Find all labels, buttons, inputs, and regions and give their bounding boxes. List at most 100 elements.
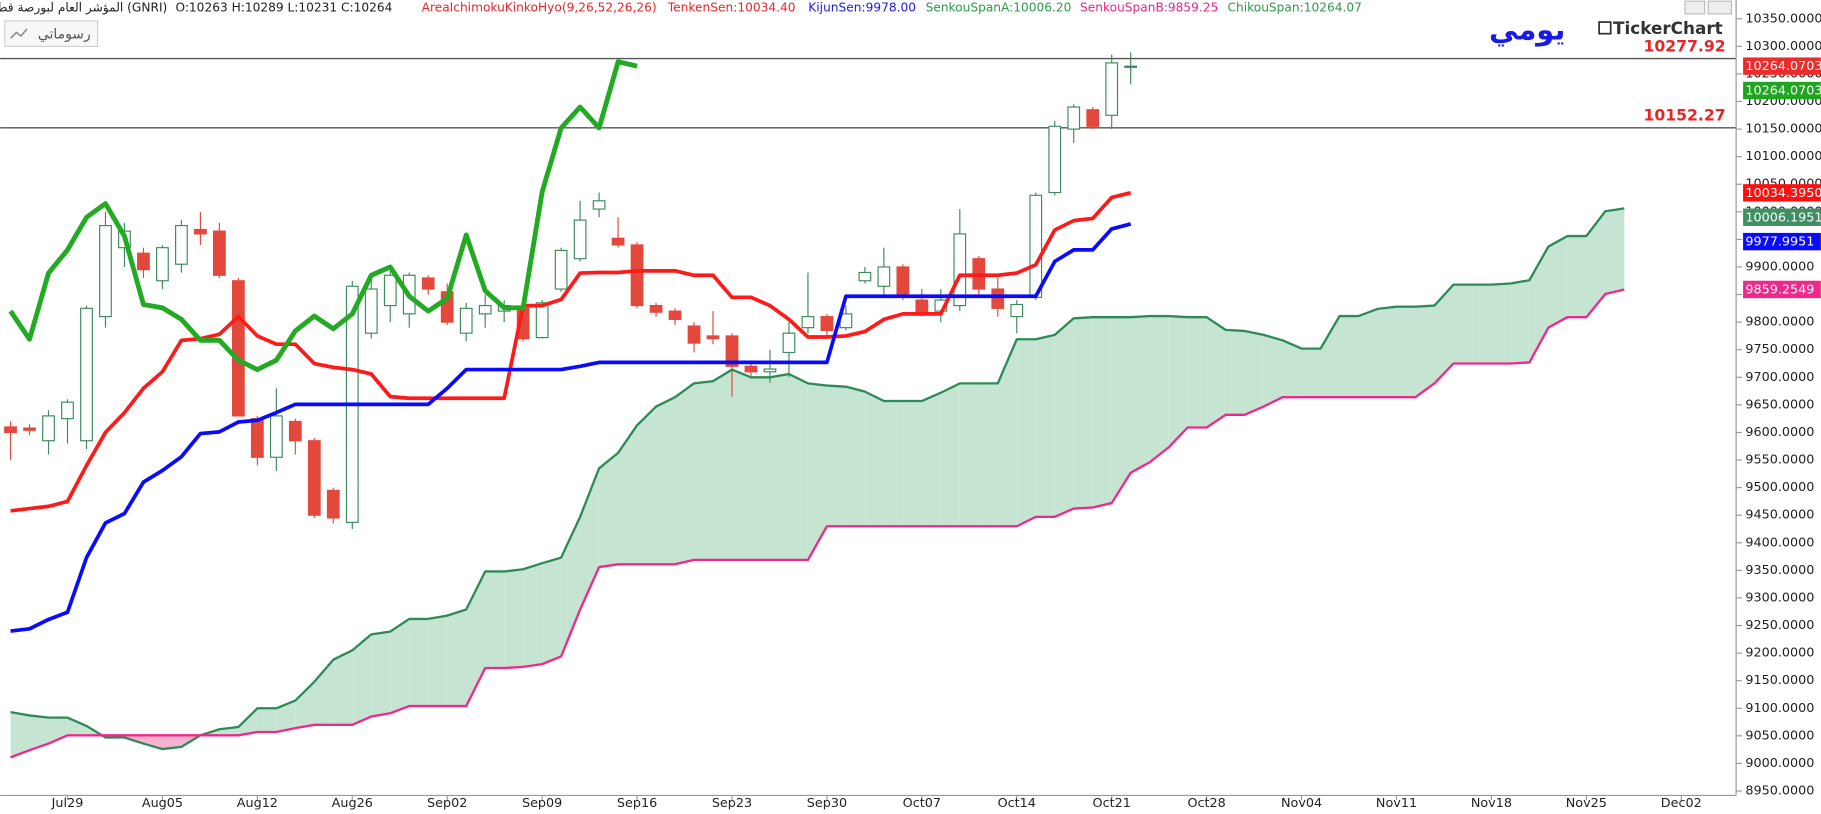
y-tick-label: 10300.0000 bbox=[1745, 39, 1821, 54]
price-marker-label: 10264.0703 bbox=[1745, 84, 1821, 99]
y-tick-label: 9400.0000 bbox=[1745, 535, 1814, 550]
candle-body bbox=[991, 288, 1005, 309]
price-marker-label: 9977.9951 bbox=[1745, 235, 1814, 250]
candle-body bbox=[1067, 106, 1081, 130]
cloud-segment bbox=[523, 563, 543, 667]
candle-body bbox=[23, 427, 36, 431]
cloud-segment bbox=[1206, 317, 1226, 428]
cloud-segment bbox=[409, 618, 429, 707]
y-tick-label: 9150.0000 bbox=[1745, 673, 1814, 688]
y-tick-label: 9000.0000 bbox=[1745, 756, 1814, 771]
cloud-segment bbox=[1453, 284, 1473, 364]
candle-body bbox=[421, 277, 435, 290]
x-tick-label: Nov18 bbox=[1471, 796, 1512, 811]
candle-body bbox=[61, 401, 74, 420]
candle-body bbox=[478, 305, 492, 315]
candle-body bbox=[573, 219, 587, 260]
candle-body bbox=[383, 274, 397, 307]
candle-body bbox=[744, 365, 758, 373]
price-marker-label: 10034.3950 bbox=[1745, 186, 1821, 201]
cloud-segment bbox=[1168, 316, 1188, 448]
price-marker bbox=[1743, 184, 1821, 202]
draw-button[interactable]: رسوماتي bbox=[4, 20, 99, 48]
candle-body bbox=[99, 225, 112, 318]
cloud-segment bbox=[750, 377, 770, 560]
axes: 8950.0000 9000.0000 9050.0000 9100.0000 9150… bbox=[51, 11, 1821, 811]
x-tick-label: Nov11 bbox=[1376, 796, 1417, 811]
cloud-segment bbox=[314, 659, 334, 725]
legend-entry: TenkenSen:10034.40 bbox=[667, 1, 796, 15]
cloud-segment bbox=[143, 735, 163, 750]
x-tick-label: Sep30 bbox=[807, 796, 847, 811]
y-tick-label: 8950.0000 bbox=[1745, 784, 1814, 799]
legend-entry: SenkouSpanA:10006.20 bbox=[926, 1, 1072, 15]
button-frame[interactable] bbox=[4, 20, 99, 48]
candle-body bbox=[307, 440, 321, 516]
button-label[interactable]: رسوماتي bbox=[38, 26, 91, 42]
cloud-segment bbox=[257, 708, 277, 732]
x-tick-label: Sep16 bbox=[617, 796, 657, 811]
brand-logo: TickerChart bbox=[1613, 18, 1723, 38]
candle-body bbox=[459, 307, 473, 334]
cloud-segment bbox=[561, 516, 581, 657]
y-tick-label: 9750.0000 bbox=[1745, 342, 1814, 357]
cloud-segment bbox=[1339, 316, 1359, 398]
cloud-segment bbox=[580, 468, 600, 610]
price-marker bbox=[1743, 232, 1821, 251]
cloud-segment bbox=[1320, 316, 1340, 398]
candle-body bbox=[212, 230, 226, 276]
cloud-segment bbox=[295, 681, 315, 729]
y-tick-label: 10350.0000 bbox=[1745, 11, 1821, 26]
cloud-segment bbox=[1149, 316, 1169, 463]
cloud-segment bbox=[1111, 317, 1131, 504]
cloud-segment bbox=[1282, 340, 1302, 398]
y-tick-label: 9800.0000 bbox=[1745, 315, 1814, 330]
cloud-segment bbox=[1225, 329, 1245, 415]
candle-body bbox=[915, 299, 929, 315]
window-button[interactable] bbox=[1684, 0, 1706, 15]
window-buttons[interactable] bbox=[1684, 0, 1733, 15]
cloud-segment bbox=[978, 383, 998, 527]
candle-body bbox=[269, 415, 283, 458]
candle-body bbox=[953, 233, 967, 307]
cloud-segment bbox=[731, 369, 751, 560]
x-tick-label: Oct21 bbox=[1093, 796, 1131, 811]
candle-body bbox=[364, 288, 378, 334]
y-tick-label: 9500.0000 bbox=[1745, 480, 1814, 495]
legend-entry: ChikouSpan:10264.07 bbox=[1228, 1, 1362, 15]
cloud-segment bbox=[1567, 236, 1587, 318]
button-icon bbox=[10, 28, 28, 39]
y-tick-label: 9900.0000 bbox=[1745, 259, 1814, 274]
cloud-segment bbox=[1263, 334, 1283, 407]
candle-body bbox=[42, 415, 55, 442]
x-tick-label: Oct28 bbox=[1187, 796, 1225, 811]
cloud-segment bbox=[769, 373, 789, 560]
y-tick-label: 10150.0000 bbox=[1745, 122, 1821, 137]
y-tick-label: 9300.0000 bbox=[1745, 590, 1814, 605]
price-marker bbox=[1743, 81, 1821, 100]
window-button[interactable] bbox=[1707, 0, 1733, 15]
candle-body bbox=[250, 418, 264, 458]
candle-body bbox=[649, 305, 663, 313]
legend-entry: AreaIchimokuKinkoHyo(9,26,52,26,26) bbox=[422, 1, 657, 15]
candle-body bbox=[4, 426, 17, 434]
y-tick-label: 9100.0000 bbox=[1745, 701, 1814, 716]
x-tick-label: Oct07 bbox=[903, 796, 941, 811]
cloud-segment bbox=[1035, 334, 1055, 517]
cloud-segment bbox=[447, 609, 467, 707]
cloud-segment bbox=[504, 569, 524, 668]
cloud-segment bbox=[599, 452, 619, 568]
candle-body bbox=[554, 249, 568, 290]
cloud-segment bbox=[940, 383, 960, 527]
candle-body bbox=[630, 244, 644, 307]
cloud-segment bbox=[1529, 246, 1549, 363]
ohlc-readout: O:10263 H:10289 L:10231 C:10264 bbox=[175, 1, 392, 15]
candle-body bbox=[611, 237, 625, 246]
candle-body bbox=[1086, 109, 1100, 127]
price-marker bbox=[1743, 57, 1821, 75]
cloud-segment bbox=[864, 391, 884, 527]
cloud-segment bbox=[1377, 306, 1397, 398]
candle-body bbox=[231, 280, 245, 417]
x-tick-label: Aug26 bbox=[332, 796, 373, 811]
